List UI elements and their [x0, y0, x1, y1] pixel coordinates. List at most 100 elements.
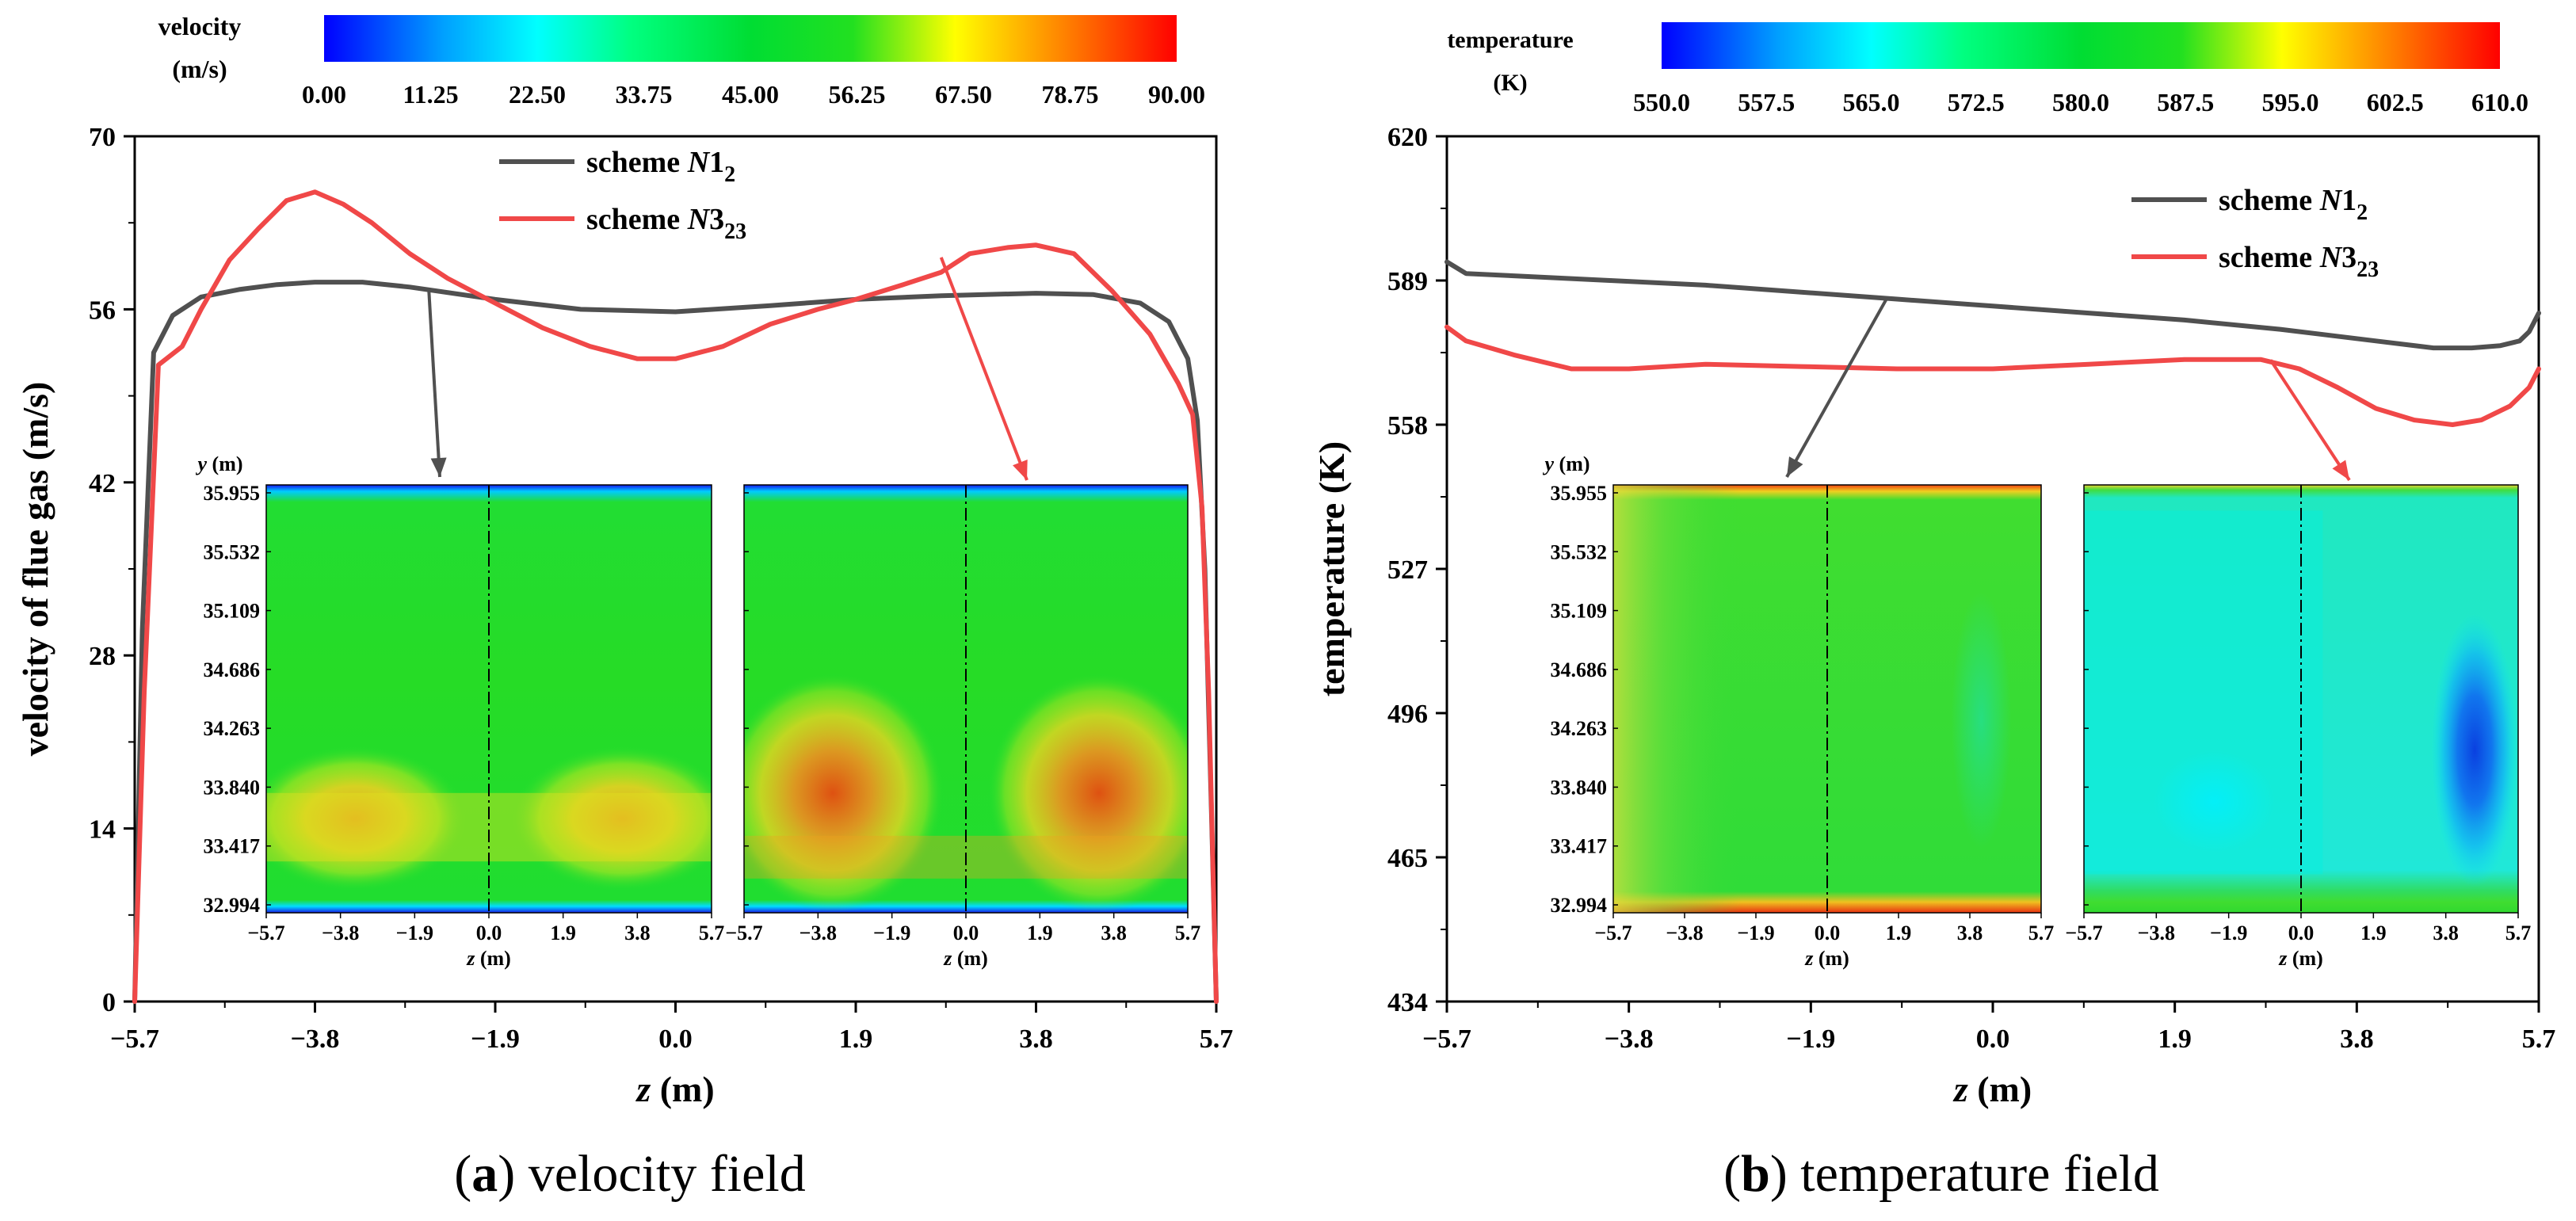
x-tick-label: −5.7: [110, 1024, 159, 1054]
contour-field: [2084, 485, 2518, 913]
inset-x-tick-label: 3.8: [2433, 921, 2459, 944]
inset-x-tick-label: −3.8: [1666, 921, 1703, 944]
inset-x-tick-label: 3.8: [1101, 921, 1127, 944]
inset-x-tick-label: 5.7: [2505, 921, 2532, 944]
colorbar-tick-label: 580.0: [2052, 88, 2109, 116]
x-tick-label: 1.9: [839, 1024, 873, 1054]
inset-x-tick-label: −5.7: [2065, 921, 2102, 944]
colorbar-tick-label: 33.75: [616, 80, 673, 109]
colorbar-label-line2: (m/s): [172, 55, 227, 83]
line-chart-velocity: −5.7 −3.8 −1.9 0.0 1.9 3.8 5.7 0 14 28 42 56 70 z (m)…: [15, 123, 1233, 1109]
caption-b: (b) temperature field: [1723, 1145, 2159, 1203]
x-tick-label: −1.9: [1786, 1024, 1835, 1054]
colorbar-tick-label: 22.50: [509, 80, 566, 109]
contour-inset-1: 35.955 35.532 35.109 34.686 34.263 33.840 33.4…: [195, 452, 725, 970]
inset-y-tick-label: 35.109: [1551, 600, 1608, 623]
colorbar-velocity: velocity (m/s) 0.00 11.25 22.50 33.75 45.00 5…: [158, 12, 1205, 109]
inset-x-tick-label: 5.7: [699, 921, 725, 944]
series-line-n1: [1444, 259, 2541, 351]
y-tick-label: 28: [89, 642, 116, 671]
y-tick-label: 70: [89, 123, 116, 152]
x-axis-label: z (m): [635, 1069, 714, 1109]
x-tick-label: −1.9: [471, 1024, 520, 1054]
inset-y-tick-label: 32.994: [204, 894, 261, 917]
inset-x-tick-label: −3.8: [2138, 921, 2175, 944]
colorbar-tick-label: 0.00: [302, 80, 346, 109]
inset-x-tick-label: 1.9: [2360, 921, 2387, 944]
inset-x-tick-label: 3.8: [1957, 921, 1983, 944]
caption-a: (a) velocity field: [454, 1145, 806, 1203]
inset-x-tick-label: −1.9: [1737, 921, 1774, 944]
series-line-n3: [132, 189, 1219, 1004]
colorbar-tick-label: 90.00: [1148, 80, 1205, 109]
contour-inset-2: −5.7 −3.8 −1.9 0.0 1.9 3.8 5.7 z (m): [2065, 484, 2532, 970]
inset-x-tick-label: 1.9: [1886, 921, 1912, 944]
inset-x-tick-label: −1.9: [2210, 921, 2247, 944]
colorbar-tick-label: 45.00: [722, 80, 779, 109]
x-tick-label: 5.7: [1200, 1024, 1234, 1054]
x-tick-label: −3.8: [1605, 1024, 1654, 1054]
inset-y-tick-label: 34.263: [204, 717, 261, 740]
colorbar-tick-label: 78.75: [1042, 80, 1099, 109]
colorbar-temperature: temperature (K) 550.0 557.5 565.0 572.5 580.…: [1447, 22, 2528, 116]
colorbar-tick-label: 550.0: [1633, 88, 1690, 116]
inset-y-tick-label: 33.417: [204, 835, 261, 858]
contour-cool: [1951, 592, 2012, 849]
y-tick-label: 42: [89, 469, 116, 498]
inset-x-tick-label: 1.9: [550, 921, 576, 944]
inset-x-tick-label: 0.0: [1815, 921, 1841, 944]
contour-hotspot: [744, 673, 944, 913]
legend-entry: scheme N12: [2219, 184, 2368, 225]
arrow-head: [1013, 460, 1028, 480]
arrow-line: [939, 257, 1028, 481]
inset-x-tick-label: 0.0: [476, 921, 502, 944]
contour-hotspot: [266, 746, 467, 891]
y-tick-label: 56: [89, 296, 116, 325]
inset-y-axis-label: y (m): [195, 452, 242, 475]
contour-band: [266, 792, 712, 862]
x-axis-label: z (m): [1952, 1069, 2032, 1109]
inset-x-axis-label: z (m): [466, 947, 511, 970]
inset-x-axis-label: z (m): [2278, 947, 2323, 970]
contour-hotspot: [511, 746, 712, 891]
y-tick-label: 558: [1387, 411, 1428, 441]
colorbar-tick-label: 595.0: [2262, 88, 2319, 116]
inset-x-tick-label: −3.8: [322, 921, 359, 944]
inset-y-tick-label: 35.955: [1551, 482, 1608, 505]
inset-x-tick-label: −5.7: [725, 921, 762, 944]
line-chart-temperature: −5.7 −3.8 −1.9 0.0 1.9 3.8 5.7 434 465 496 527 558 5…: [1311, 123, 2555, 1109]
contour-inset-1: 35.955 35.532 35.109 34.686 34.263 33.840 33.4…: [1542, 452, 2054, 970]
inset-x-tick-label: 5.7: [2028, 921, 2055, 944]
colorbar-tick-label: 602.5: [2367, 88, 2424, 116]
inset-x-tick-label: 3.8: [624, 921, 651, 944]
legend-entry: scheme N323: [2219, 241, 2379, 282]
x-tick-label: −3.8: [291, 1024, 340, 1054]
colorbar-tick-label: 557.5: [1738, 88, 1795, 116]
arrow-line: [2269, 359, 2351, 482]
inset-x-tick-label: 0.0: [2288, 921, 2315, 944]
inset-x-axis-label: z (m): [943, 947, 988, 970]
y-axis-label: velocity of flue gas (m/s): [15, 382, 55, 757]
colorbar-tick-label: 565.0: [1843, 88, 1900, 116]
y-tick-label: 620: [1387, 123, 1428, 152]
contour-inset-2: −5.7 −3.8 −1.9 0.0 1.9 3.8 5.7 z (m): [725, 484, 1200, 970]
y-tick-label: 527: [1387, 555, 1428, 585]
colorbar-tick-label: 610.0: [2471, 88, 2528, 116]
colorbar-tick-label: 587.5: [2157, 88, 2214, 116]
legend-entry: scheme N323: [586, 203, 746, 244]
series-line-n1: [132, 280, 1219, 1004]
y-tick-label: 14: [89, 815, 116, 845]
inset-y-tick-label: 35.109: [204, 600, 261, 623]
legend-entry: scheme N12: [586, 146, 735, 187]
x-tick-label: 0.0: [1976, 1024, 2010, 1054]
y-tick-label: 434: [1387, 988, 1428, 1017]
colorbar-tick-label: 572.5: [1948, 88, 2005, 116]
inset-y-tick-label: 34.686: [204, 658, 261, 681]
colorbar-label-line1: velocity: [158, 12, 242, 40]
inset-y-axis-label: y (m): [1542, 452, 1589, 475]
colorbar-tick-label: 56.25: [829, 80, 886, 109]
inset-y-tick-label: 35.532: [204, 540, 261, 563]
inset-y-tick-label: 33.417: [1551, 835, 1608, 858]
colorbar-label-line1: temperature: [1447, 27, 1573, 53]
inset-y-tick-label: 33.840: [1551, 776, 1608, 799]
